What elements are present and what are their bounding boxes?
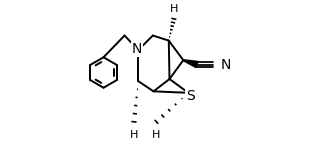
Text: H: H (152, 130, 161, 141)
Text: N: N (132, 42, 142, 56)
Text: H: H (170, 4, 178, 14)
Polygon shape (183, 60, 198, 68)
Text: N: N (220, 58, 231, 71)
Text: H: H (130, 130, 138, 141)
Text: S: S (186, 89, 194, 103)
